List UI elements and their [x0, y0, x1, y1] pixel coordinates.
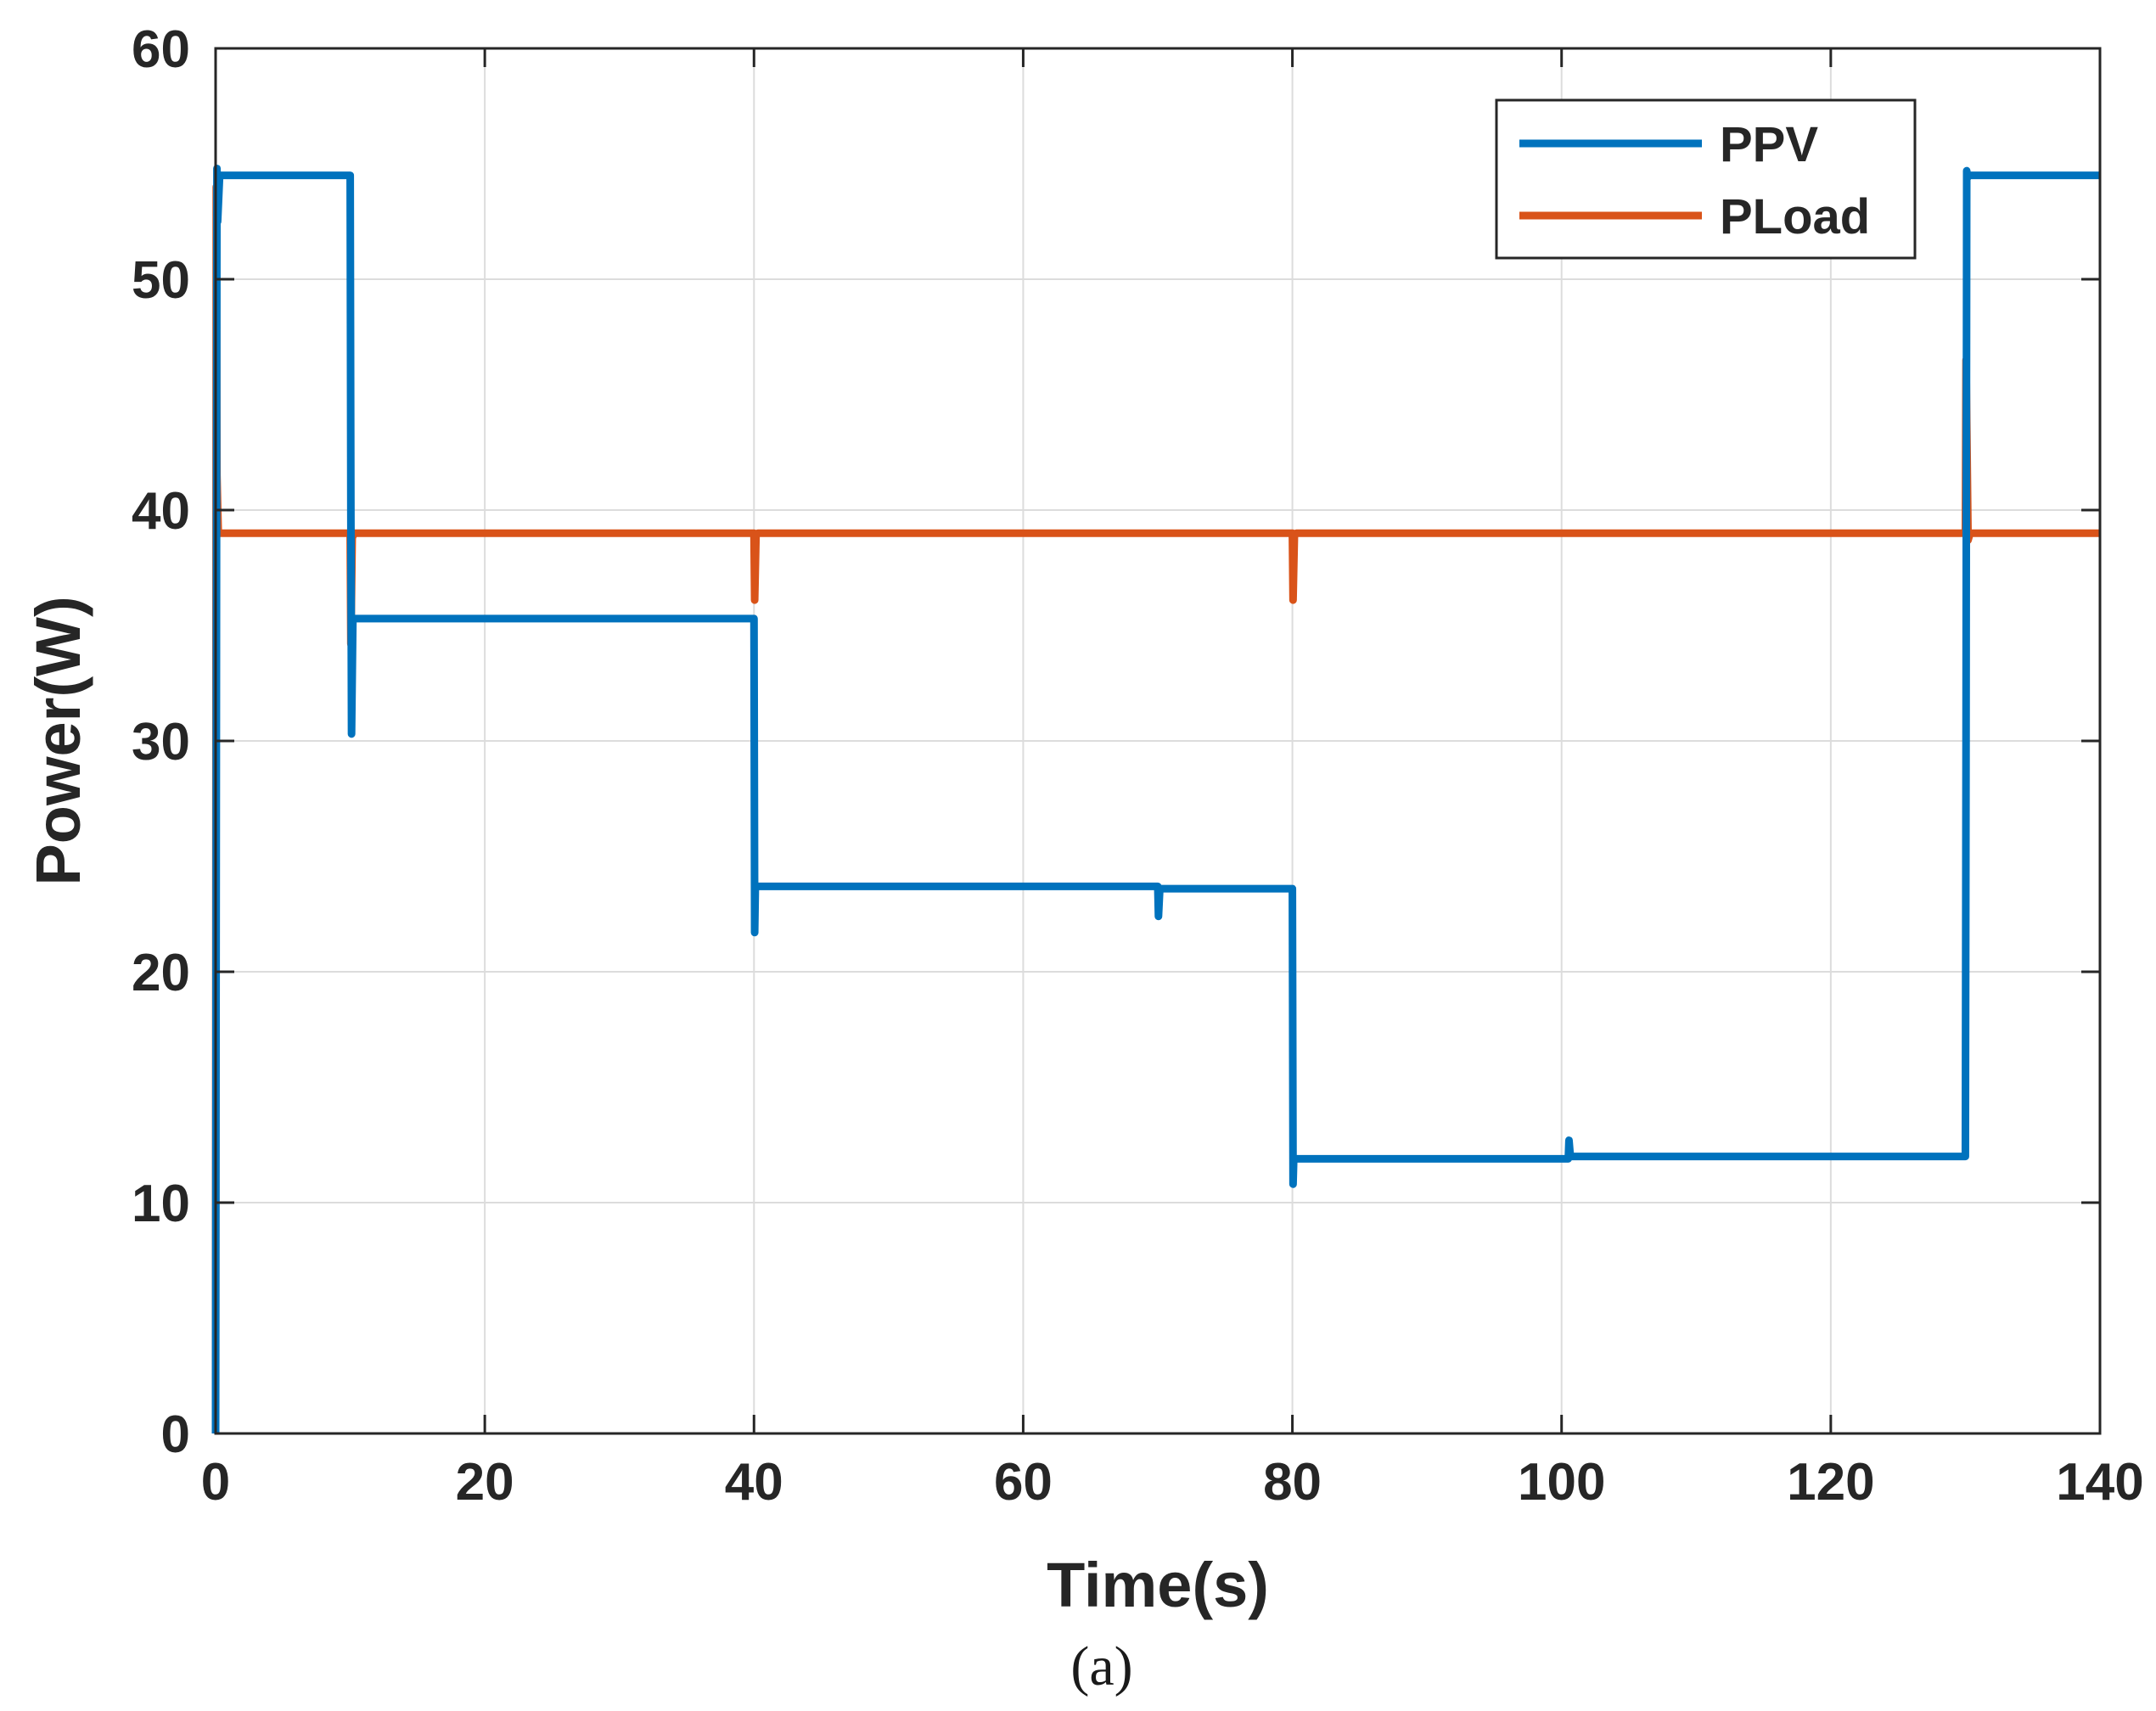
x-tick-label: 20	[456, 1453, 514, 1512]
x-tick-label: 140	[2056, 1453, 2143, 1512]
legend: PPV PLoad	[1495, 98, 1917, 260]
figure-caption: (a)	[1070, 1635, 1132, 1697]
y-tick-label: 50	[132, 251, 190, 310]
y-tick-label: 60	[132, 20, 190, 79]
x-tick-label: 100	[1518, 1453, 1605, 1512]
y-tick-label: 0	[161, 1405, 190, 1464]
series-lines	[211, 164, 2100, 1434]
x-tick-label: 120	[1787, 1453, 1874, 1512]
x-tick-label: 60	[994, 1453, 1053, 1512]
y-tick-label: 30	[132, 713, 190, 771]
legend-label-pload: PLoad	[1720, 189, 1870, 244]
x-tick-label: 80	[1263, 1453, 1322, 1512]
legend-box	[1495, 98, 1917, 260]
series-line-ppv	[211, 164, 2100, 1434]
legend-label-ppv: PPV	[1720, 117, 1818, 172]
grid-lines	[216, 48, 2100, 1433]
y-tick-label: 40	[132, 482, 190, 541]
x-tick-label: 40	[725, 1453, 783, 1512]
x-axis-title: Time(s)	[1047, 1550, 1269, 1620]
x-tick-label: 0	[201, 1453, 230, 1512]
y-tick-label: 10	[132, 1175, 190, 1233]
axis-ticks: 0 20 40 60 80 100 120 140 0 10 20 30 40 50 60	[132, 20, 2144, 1512]
y-axis-title: Power(W)	[23, 596, 93, 885]
y-tick-label: 20	[132, 944, 190, 1002]
